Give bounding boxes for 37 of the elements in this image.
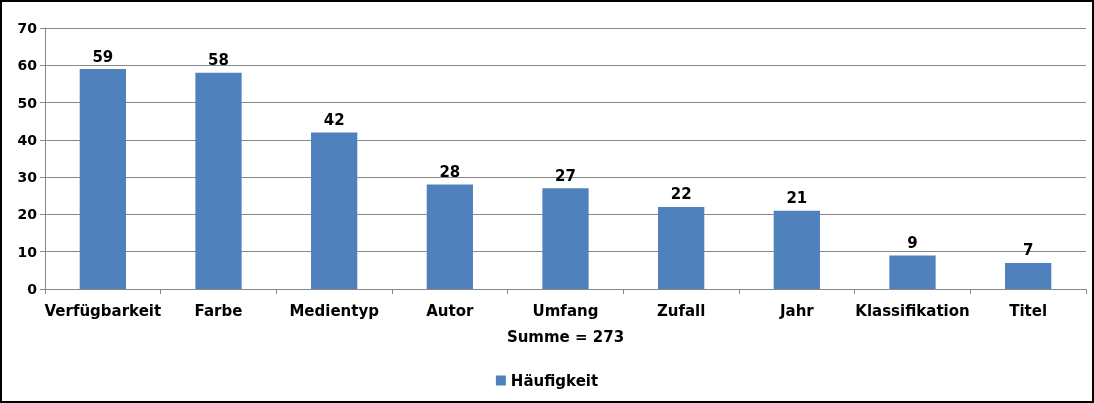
data-label: 59 bbox=[92, 47, 114, 66]
x-tick-label: Jahr bbox=[778, 301, 815, 320]
bar bbox=[1005, 262, 1052, 289]
bar bbox=[195, 72, 242, 289]
data-label: 28 bbox=[439, 163, 461, 182]
data-label: 7 bbox=[1022, 241, 1034, 260]
x-tick-label: Verfügbarkeit bbox=[44, 301, 162, 320]
x-axis-title: Summe = 273 bbox=[506, 327, 625, 346]
bar bbox=[542, 188, 589, 289]
y-tick-label: 50 bbox=[17, 94, 38, 111]
legend-label: Häufigkeit bbox=[510, 371, 599, 390]
data-label: 21 bbox=[786, 189, 808, 208]
bar bbox=[773, 210, 820, 289]
x-tick-label: Titel bbox=[1009, 301, 1048, 320]
data-label: 58 bbox=[208, 51, 229, 70]
bar bbox=[426, 184, 473, 289]
x-tick-label: Umfang bbox=[532, 301, 599, 320]
y-tick-label: 10 bbox=[17, 243, 38, 260]
y-tick-label: 70 bbox=[17, 20, 38, 36]
bar bbox=[79, 69, 126, 289]
data-label: 9 bbox=[907, 233, 918, 252]
bar bbox=[311, 132, 358, 289]
y-tick-label: 60 bbox=[17, 57, 38, 74]
x-tick-label: Autor bbox=[426, 301, 475, 320]
y-tick-label: 20 bbox=[17, 206, 38, 223]
data-label: 22 bbox=[670, 185, 692, 204]
data-label: 27 bbox=[555, 166, 576, 185]
x-tick-label: Farbe bbox=[194, 301, 243, 320]
data-label: 42 bbox=[323, 110, 345, 129]
x-tick-label: Klassifikation bbox=[855, 301, 970, 320]
x-tick-label: Zufall bbox=[656, 301, 706, 320]
y-tick-label: 40 bbox=[17, 131, 38, 148]
y-tick-label: 0 bbox=[27, 281, 38, 297]
bar bbox=[889, 255, 936, 289]
y-tick-label: 30 bbox=[17, 169, 38, 186]
bar bbox=[658, 206, 705, 289]
x-tick-label: Medientyp bbox=[289, 301, 380, 320]
